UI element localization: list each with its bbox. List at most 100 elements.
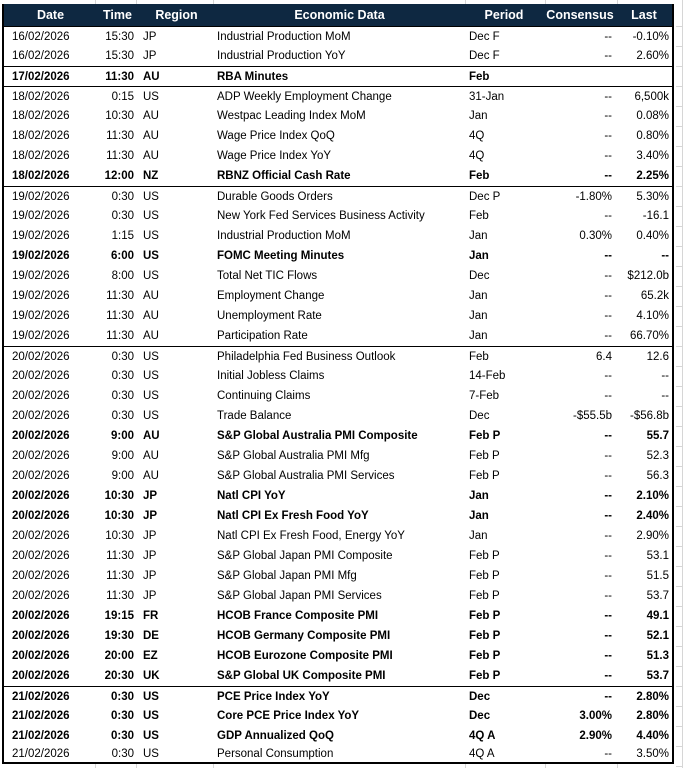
- cell-period[interactable]: Feb: [469, 350, 489, 363]
- cell-date[interactable]: 21/02/2026: [12, 748, 70, 760]
- cell-date[interactable]: 20/02/2026: [12, 390, 70, 402]
- cell-consensus[interactable]: --: [604, 510, 612, 522]
- cell-event[interactable]: RBA Minutes: [217, 70, 289, 83]
- cell-last[interactable]: 66.70%: [629, 330, 669, 342]
- cell-last[interactable]: 2.40%: [636, 510, 669, 522]
- cell-time[interactable]: 11:30: [106, 330, 134, 342]
- cell-event[interactable]: HCOB France Composite PMI: [217, 610, 379, 622]
- cell-time[interactable]: 11:30: [106, 550, 134, 562]
- cell-region[interactable]: AU: [143, 130, 159, 142]
- cell-event[interactable]: Employment Change: [217, 290, 325, 302]
- cell-last[interactable]: 5.30%: [636, 190, 669, 203]
- cell-region[interactable]: JP: [143, 550, 157, 562]
- cell-region[interactable]: US: [143, 270, 159, 282]
- cell-period[interactable]: Dec: [469, 710, 491, 722]
- cell-period[interactable]: Feb P: [469, 570, 500, 582]
- cell-date[interactable]: 20/02/2026: [12, 470, 70, 482]
- column-header-period[interactable]: Period: [484, 8, 524, 22]
- cell-date[interactable]: 20/02/2026: [12, 490, 70, 502]
- cell-consensus[interactable]: -1.80%: [575, 190, 612, 203]
- cell-date[interactable]: 19/02/2026: [12, 310, 70, 322]
- cell-event[interactable]: Continuing Claims: [217, 390, 311, 402]
- cell-region[interactable]: JP: [143, 530, 157, 542]
- cell-period[interactable]: Jan: [469, 330, 488, 342]
- cell-date[interactable]: 20/02/2026: [12, 410, 70, 422]
- cell-region[interactable]: AU: [143, 450, 159, 462]
- cell-region[interactable]: US: [143, 250, 159, 262]
- cell-region[interactable]: JP: [143, 50, 157, 62]
- cell-time[interactable]: 11:30: [105, 70, 134, 83]
- cell-last[interactable]: 53.7: [646, 590, 669, 602]
- cell-last[interactable]: 53.1: [646, 550, 669, 562]
- cell-date[interactable]: 20/02/2026: [12, 350, 70, 363]
- cell-region[interactable]: JP: [143, 510, 158, 522]
- cell-event[interactable]: RBNZ Official Cash Rate: [217, 170, 351, 182]
- cell-event[interactable]: Initial Jobless Claims: [217, 370, 325, 382]
- cell-event[interactable]: Personal Consumption: [217, 748, 334, 760]
- cell-period[interactable]: 14-Feb: [469, 370, 506, 382]
- cell-event[interactable]: Wage Price Index YoY: [217, 150, 332, 162]
- cell-last[interactable]: 2.25%: [636, 170, 669, 182]
- cell-consensus[interactable]: 0.30%: [579, 230, 612, 242]
- cell-event[interactable]: HCOB Eurozone Composite PMI: [217, 650, 393, 662]
- cell-period[interactable]: 4Q: [469, 130, 485, 142]
- cell-period[interactable]: Dec P: [469, 190, 501, 203]
- cell-event[interactable]: S&P Global Japan PMI Mfg: [217, 570, 357, 582]
- cell-last[interactable]: 2.10%: [636, 490, 669, 502]
- cell-period[interactable]: Feb P: [469, 430, 501, 442]
- cell-last[interactable]: 4.10%: [636, 310, 669, 322]
- cell-consensus[interactable]: --: [604, 170, 612, 182]
- cell-event[interactable]: S&P Global Japan PMI Composite: [217, 550, 393, 562]
- cell-time[interactable]: 11:30: [106, 150, 134, 162]
- cell-date[interactable]: 18/02/2026: [12, 90, 70, 103]
- cell-consensus[interactable]: --: [604, 570, 612, 582]
- cell-time[interactable]: 9:00: [111, 450, 134, 462]
- cell-consensus[interactable]: --: [604, 470, 612, 482]
- cell-region[interactable]: UK: [143, 670, 160, 682]
- cell-region[interactable]: US: [143, 390, 159, 402]
- cell-last[interactable]: 53.7: [646, 670, 669, 682]
- cell-consensus[interactable]: --: [604, 270, 612, 282]
- cell-last[interactable]: 56.3: [646, 470, 669, 482]
- cell-region[interactable]: NZ: [143, 170, 159, 182]
- cell-region[interactable]: DE: [143, 630, 159, 642]
- cell-event[interactable]: PCE Price Index YoY: [217, 690, 330, 703]
- cell-time[interactable]: 0:30: [111, 410, 134, 422]
- cell-last[interactable]: 51.3: [646, 650, 669, 662]
- cell-last[interactable]: 4.40%: [636, 730, 669, 742]
- cell-period[interactable]: Jan: [469, 110, 488, 122]
- cell-last[interactable]: 52.3: [646, 450, 669, 462]
- cell-region[interactable]: US: [143, 748, 159, 760]
- cell-region[interactable]: US: [143, 710, 159, 722]
- cell-consensus[interactable]: --: [604, 590, 612, 602]
- cell-consensus[interactable]: --: [604, 50, 612, 62]
- cell-event[interactable]: Durable Goods Orders: [217, 190, 333, 203]
- cell-consensus[interactable]: --: [604, 290, 612, 302]
- cell-last[interactable]: -16.1: [642, 210, 669, 222]
- cell-event[interactable]: Wage Price Index QoQ: [217, 130, 335, 142]
- cell-consensus[interactable]: --: [604, 210, 612, 222]
- cell-consensus[interactable]: -$55.5b: [572, 410, 612, 422]
- cell-time[interactable]: 11:30: [106, 130, 134, 142]
- cell-last[interactable]: 2.80%: [636, 690, 669, 703]
- cell-period[interactable]: Feb P: [469, 590, 500, 602]
- cell-last[interactable]: 2.60%: [636, 50, 669, 62]
- cell-region[interactable]: AU: [143, 330, 159, 342]
- cell-date[interactable]: 19/02/2026: [12, 250, 70, 262]
- cell-consensus[interactable]: --: [604, 430, 612, 442]
- cell-date[interactable]: 20/02/2026: [12, 550, 70, 562]
- cell-event[interactable]: Natl CPI YoY: [217, 490, 286, 502]
- cell-time[interactable]: 0:30: [111, 350, 134, 363]
- cell-last[interactable]: 0.40%: [636, 230, 669, 242]
- cell-period[interactable]: Dec: [469, 690, 491, 703]
- cell-period[interactable]: Feb P: [469, 670, 501, 682]
- cell-last[interactable]: 49.1: [646, 610, 669, 622]
- cell-date[interactable]: 21/02/2026: [12, 690, 70, 703]
- cell-time[interactable]: 9:00: [110, 430, 134, 442]
- cell-consensus[interactable]: --: [604, 530, 612, 542]
- cell-event[interactable]: Industrial Production YoY: [217, 50, 346, 62]
- cell-region[interactable]: US: [143, 410, 159, 422]
- cell-period[interactable]: Feb P: [469, 650, 501, 662]
- cell-date[interactable]: 19/02/2026: [12, 210, 70, 222]
- cell-event[interactable]: S&P Global Japan PMI Services: [217, 590, 382, 602]
